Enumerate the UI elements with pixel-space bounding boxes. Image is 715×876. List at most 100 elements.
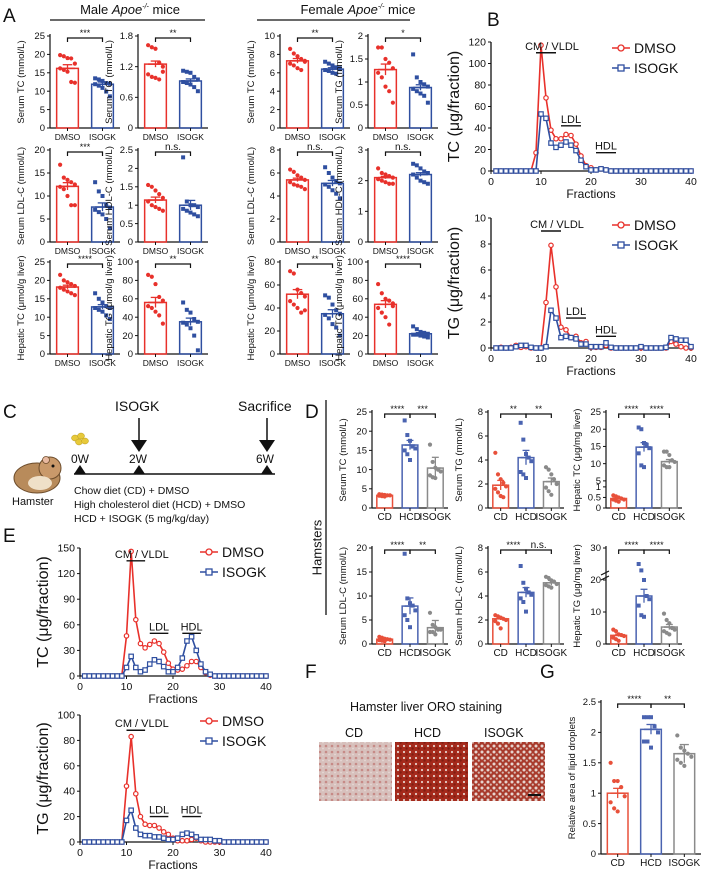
isogk-arrow-head: [131, 440, 147, 452]
data-point: [538, 42, 544, 49]
data-point: [195, 205, 200, 210]
data-point: [647, 446, 652, 451]
legend-label-dmso: DMSO: [222, 713, 264, 729]
data-point: [387, 89, 392, 94]
data-point: [573, 147, 579, 154]
x-tick-label: ISOGK: [653, 512, 685, 523]
data-point: [649, 745, 653, 750]
y-tick-label: 100: [347, 257, 363, 268]
significance-label: ****: [390, 404, 405, 414]
data-point: [123, 817, 130, 824]
data-point: [61, 187, 66, 192]
data-point: [86, 673, 93, 679]
y-tick-label: 0: [69, 671, 75, 683]
data-point: [678, 343, 684, 350]
data-point: [578, 341, 584, 347]
data-point: [188, 836, 195, 843]
data-point: [413, 608, 418, 613]
data-point: [58, 272, 63, 277]
data-point: [382, 639, 387, 644]
significance-label: **: [311, 254, 319, 264]
data-point: [411, 86, 416, 91]
data-point: [153, 281, 158, 287]
data-point: [188, 70, 193, 75]
data-point: [107, 94, 112, 99]
y-tick-label: 150: [57, 543, 75, 555]
x-tick-label: 20: [167, 681, 179, 693]
y-tick-label: 60: [264, 280, 275, 291]
significance-label: **: [311, 28, 319, 38]
significance-bracket: [618, 549, 645, 554]
data-point: [411, 332, 416, 337]
data-point: [65, 193, 70, 199]
significance-bracket: [66, 37, 104, 42]
week-6-label: 6W: [256, 452, 274, 466]
chart-A1: 0 5 10 15 20 25 Serum TC (mmol/L) DMSO ISOGK ***: [16, 28, 120, 142]
y-tick-label: 1.5: [350, 54, 363, 65]
data-point: [184, 199, 189, 204]
y-tick-label: 5: [596, 476, 601, 487]
y-axis-label: Serum TC (mmol/L): [246, 40, 257, 123]
data-point: [323, 312, 328, 317]
x-tick-label: 0: [488, 176, 494, 188]
axis-break-mark: [600, 570, 610, 581]
x-tick-label: ISOGK: [419, 648, 451, 659]
y-tick-label: 10: [356, 591, 367, 602]
y-tick-label: 0: [128, 237, 133, 248]
data-point: [529, 459, 534, 464]
y-tick-label: 20: [352, 331, 363, 342]
data-point: [109, 673, 116, 679]
significance-label: **: [169, 254, 177, 264]
significance-label: ****: [396, 254, 411, 264]
data-point: [299, 67, 304, 73]
data-point: [160, 829, 167, 835]
data-point: [518, 470, 523, 474]
legend-marker-square: [205, 568, 213, 576]
data-point: [142, 832, 148, 839]
data-point: [330, 188, 335, 193]
data-point: [652, 724, 657, 729]
data-point: [326, 171, 331, 175]
significance-label: ***: [417, 404, 428, 414]
x-tick-label: CD: [610, 858, 624, 869]
data-point: [299, 184, 304, 189]
y-tick-label: 20: [356, 426, 367, 437]
data-point: [622, 794, 627, 799]
y-tick-label: 2: [480, 317, 486, 329]
data-point: [107, 226, 112, 231]
data-point: [546, 467, 551, 472]
x-tick-label: 40: [685, 353, 697, 365]
data-point: [149, 203, 154, 208]
data-point: [330, 70, 335, 75]
data-point: [661, 611, 667, 616]
data-point: [498, 626, 503, 631]
data-point: [299, 310, 304, 315]
data-point: [568, 334, 574, 341]
panel-letter-b: B: [487, 10, 500, 31]
data-point: [193, 658, 200, 665]
x-tick-label: 30: [214, 847, 226, 859]
data-point: [181, 300, 186, 305]
y-tick-label: 80: [352, 276, 363, 287]
data-point: [379, 310, 384, 315]
week-2-label: 2W: [129, 452, 147, 466]
data-point: [58, 53, 63, 58]
data-point: [96, 307, 101, 312]
y-tick-label: 8: [480, 239, 486, 251]
region-label-ldl: LDL: [566, 306, 586, 318]
significance-label: n.s.: [307, 142, 323, 153]
chart-B2: 0 2 4 6 8 10 0 10 20 30 40 Fractions TG (μg/fraction…: [446, 213, 697, 379]
significance-label: ****: [506, 540, 521, 550]
data-point: [636, 562, 641, 566]
data-point: [639, 427, 644, 432]
data-point: [157, 313, 162, 318]
data-point: [603, 340, 609, 346]
data-point: [133, 825, 139, 831]
data-point: [623, 345, 629, 351]
data-point: [96, 210, 101, 215]
data-point: [253, 673, 260, 679]
y-tick-label: 0: [591, 849, 596, 860]
data-point: [179, 666, 186, 672]
y-tick-label: 10: [34, 191, 45, 202]
data-point: [508, 168, 514, 174]
